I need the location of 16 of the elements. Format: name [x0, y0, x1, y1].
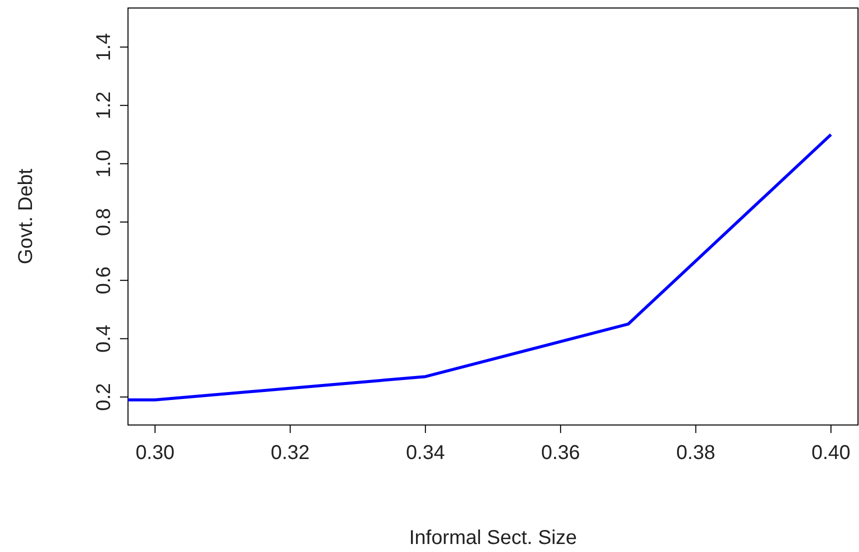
- y-tick-label: 0.6: [93, 266, 115, 294]
- x-axis-title: Informal Sect. Size: [409, 527, 577, 549]
- x-tick-label: 0.32: [270, 442, 310, 464]
- x-tick-label: 0.40: [811, 442, 850, 464]
- y-tick-label: 0.8: [93, 208, 115, 236]
- x-tick-label: 0.36: [541, 442, 580, 464]
- y-tick-label: 1.0: [93, 150, 115, 178]
- x-tick-label: 0.38: [676, 442, 716, 464]
- x-tick-label: 0.34: [406, 442, 445, 464]
- line-series: [126, 133, 832, 402]
- y-tick-label: 1.2: [93, 91, 115, 120]
- y-tick-label: 1.4: [93, 33, 115, 61]
- y-tick-label: 0.4: [93, 324, 115, 353]
- y-tick-label: 0.2: [93, 383, 115, 411]
- x-tick-label: 0.30: [136, 442, 175, 464]
- y-axis-title: Govt. Debt: [15, 168, 37, 264]
